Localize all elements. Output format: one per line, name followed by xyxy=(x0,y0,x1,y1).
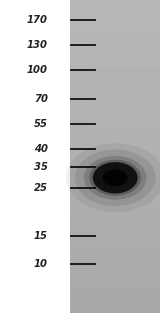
Ellipse shape xyxy=(66,143,160,212)
Text: 170: 170 xyxy=(27,15,48,25)
Text: 70: 70 xyxy=(34,94,48,104)
Bar xyxy=(0,0,70,313)
Ellipse shape xyxy=(75,150,156,206)
Text: 35: 35 xyxy=(34,162,48,172)
Ellipse shape xyxy=(103,169,128,187)
Text: 55: 55 xyxy=(34,119,48,129)
Text: 100: 100 xyxy=(27,65,48,75)
Text: 10: 10 xyxy=(34,259,48,269)
Text: 130: 130 xyxy=(27,40,48,50)
Ellipse shape xyxy=(89,160,141,196)
Ellipse shape xyxy=(84,156,147,200)
Text: 15: 15 xyxy=(34,231,48,241)
Text: 25: 25 xyxy=(34,183,48,193)
Ellipse shape xyxy=(93,162,138,193)
Text: 40: 40 xyxy=(34,144,48,154)
